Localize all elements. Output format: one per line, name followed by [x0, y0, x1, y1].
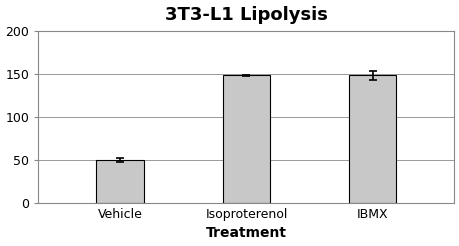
X-axis label: Treatment: Treatment	[206, 227, 286, 240]
Bar	[222, 76, 270, 203]
Bar	[96, 160, 144, 203]
Bar	[348, 76, 396, 203]
Title: 3T3-L1 Lipolysis: 3T3-L1 Lipolysis	[165, 6, 327, 24]
